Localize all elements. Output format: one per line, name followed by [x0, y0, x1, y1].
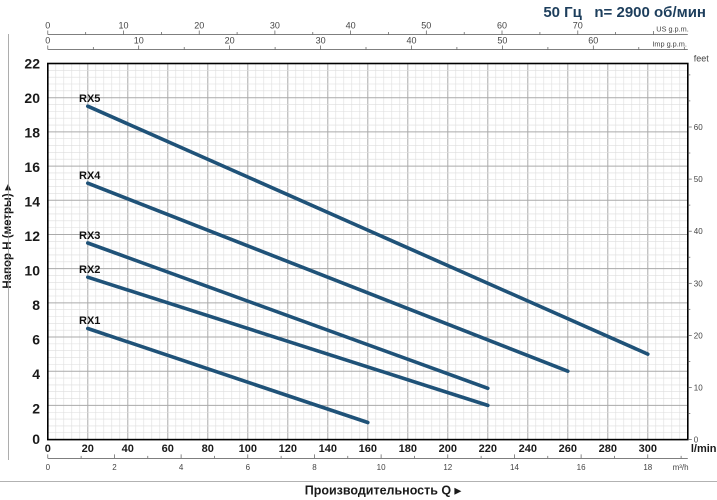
svg-text:20: 20 [82, 443, 94, 455]
svg-text:50: 50 [694, 175, 703, 184]
svg-text:0: 0 [45, 21, 50, 31]
svg-text:6: 6 [246, 463, 251, 472]
svg-text:l/min: l/min [688, 443, 717, 455]
svg-text:200: 200 [439, 443, 457, 455]
svg-text:22: 22 [24, 56, 40, 72]
svg-text:20: 20 [24, 90, 40, 106]
svg-text:Напор H (метры) ▸: Напор H (метры) ▸ [2, 183, 14, 288]
svg-text:20: 20 [194, 21, 204, 31]
svg-text:0: 0 [45, 443, 51, 455]
svg-text:8: 8 [312, 463, 317, 472]
svg-text:220: 220 [479, 443, 497, 455]
svg-text:2: 2 [112, 463, 117, 472]
svg-text:30: 30 [270, 21, 280, 31]
svg-text:16: 16 [24, 159, 40, 175]
svg-text:140: 140 [319, 443, 337, 455]
svg-text:4: 4 [32, 366, 40, 382]
svg-text:8: 8 [32, 297, 40, 313]
svg-text:RX4: RX4 [79, 170, 101, 182]
svg-text:18: 18 [24, 125, 40, 141]
svg-text:10: 10 [694, 384, 703, 393]
svg-text:2: 2 [32, 401, 40, 417]
svg-text:0: 0 [46, 463, 51, 472]
svg-text:180: 180 [399, 443, 417, 455]
svg-text:60: 60 [694, 123, 703, 132]
svg-text:RX1: RX1 [79, 315, 100, 327]
svg-text:40: 40 [694, 227, 703, 236]
svg-text:260: 260 [559, 443, 577, 455]
svg-text:12: 12 [24, 228, 40, 244]
svg-text:Производительность Q ▸: Производительность Q ▸ [305, 484, 463, 498]
svg-text:16: 16 [577, 463, 586, 472]
svg-text:70: 70 [573, 21, 583, 31]
svg-text:0: 0 [694, 436, 699, 445]
svg-text:Imp g.p.m.: Imp g.p.m. [652, 40, 686, 49]
svg-text:14: 14 [24, 194, 40, 210]
svg-text:20: 20 [694, 331, 703, 340]
svg-text:50 Гц n= 2900 об/мин: 50 Гц n= 2900 об/мин [543, 4, 706, 21]
svg-text:10: 10 [24, 263, 40, 279]
svg-text:feet: feet [694, 54, 710, 64]
svg-text:6: 6 [32, 332, 40, 348]
svg-text:30: 30 [694, 279, 703, 288]
svg-text:4: 4 [179, 463, 184, 472]
svg-text:300: 300 [639, 443, 657, 455]
svg-text:RX3: RX3 [79, 230, 100, 242]
svg-text:40: 40 [122, 443, 134, 455]
svg-text:40: 40 [406, 36, 416, 46]
svg-text:RX2: RX2 [79, 264, 100, 276]
svg-text:0: 0 [45, 36, 50, 46]
svg-text:14: 14 [510, 463, 519, 472]
svg-text:10: 10 [118, 21, 128, 31]
svg-text:240: 240 [519, 443, 537, 455]
svg-text:0: 0 [32, 431, 40, 447]
svg-text:m³/h: m³/h [673, 463, 689, 472]
svg-text:US g.p.m.: US g.p.m. [656, 25, 688, 34]
svg-text:160: 160 [359, 443, 377, 455]
svg-text:40: 40 [346, 21, 356, 31]
svg-text:10: 10 [377, 463, 386, 472]
svg-text:50: 50 [421, 21, 431, 31]
svg-text:30: 30 [316, 36, 326, 46]
svg-text:12: 12 [443, 463, 452, 472]
svg-text:20: 20 [225, 36, 235, 46]
svg-text:50: 50 [497, 36, 507, 46]
svg-text:RX5: RX5 [79, 93, 100, 105]
svg-text:60: 60 [497, 21, 507, 31]
svg-text:80: 80 [202, 443, 214, 455]
svg-text:280: 280 [599, 443, 617, 455]
svg-text:18: 18 [643, 463, 652, 472]
svg-text:120: 120 [279, 443, 297, 455]
svg-text:60: 60 [588, 36, 598, 46]
svg-text:10: 10 [134, 36, 144, 46]
svg-text:60: 60 [162, 443, 174, 455]
svg-text:100: 100 [239, 443, 257, 455]
